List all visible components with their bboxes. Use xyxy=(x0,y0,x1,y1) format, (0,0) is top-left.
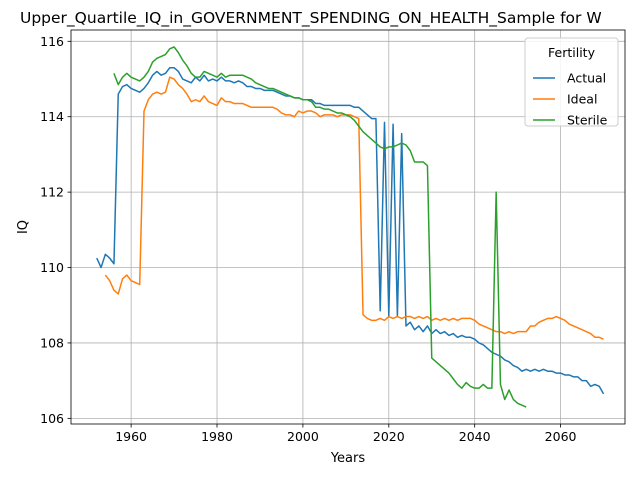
x-tick-label: 1980 xyxy=(201,429,233,444)
legend-label-ideal: Ideal xyxy=(567,92,597,107)
x-tick-label: 2040 xyxy=(459,429,491,444)
y-tick-label: 108 xyxy=(40,335,64,350)
x-tick-label: 2060 xyxy=(545,429,577,444)
x-axis-label: Years xyxy=(330,451,366,466)
y-axis-ticks: 106 108 110 112 114 116 xyxy=(40,34,71,426)
x-tick-label: 2000 xyxy=(287,429,319,444)
y-tick-label: 112 xyxy=(40,185,64,200)
legend-box xyxy=(524,37,619,127)
series-lines xyxy=(96,46,605,408)
y-tick-label: 110 xyxy=(40,260,64,275)
y-tick-label: 106 xyxy=(40,411,64,426)
y-tick-label: 116 xyxy=(40,34,64,49)
x-tick-label: 2020 xyxy=(373,429,405,444)
legend-label-sterile: Sterile xyxy=(567,113,608,128)
y-axis-label: IQ xyxy=(16,220,31,234)
y-tick-label: 114 xyxy=(40,109,64,124)
plot-frame xyxy=(70,29,626,425)
series-line-ideal xyxy=(104,76,604,340)
chart-title: Upper_Quartile_IQ_in_GOVERNMENT_SPENDING… xyxy=(20,9,602,28)
x-axis-ticks: 1960 1980 2000 2020 2040 2060 xyxy=(115,424,577,444)
series-line-sterile xyxy=(113,46,527,408)
legend: Fertility Actual Ideal Sterile xyxy=(524,37,619,128)
x-tick-label: 1960 xyxy=(115,429,147,444)
series-line-actual xyxy=(96,66,605,395)
legend-title: Fertility xyxy=(548,45,596,60)
legend-label-actual: Actual xyxy=(567,71,606,86)
